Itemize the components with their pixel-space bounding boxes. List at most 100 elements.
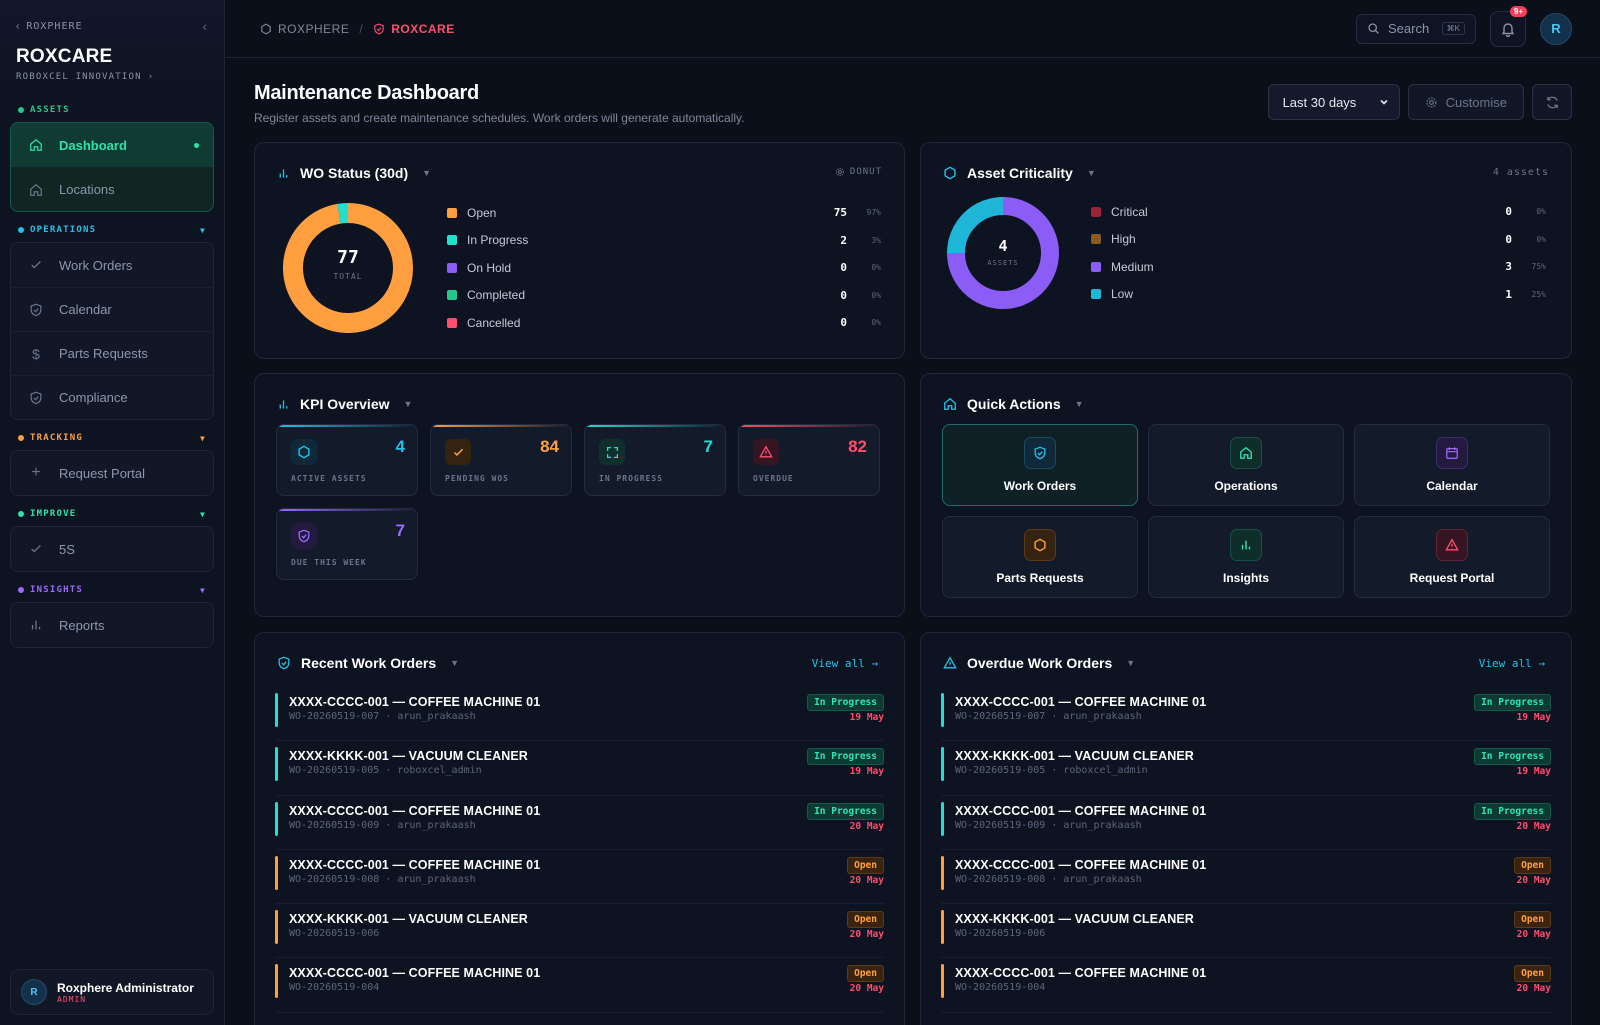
card-header[interactable]: Overdue Work Orders ▼: [943, 655, 1135, 671]
sidebar-item-parts-requests[interactable]: $ Parts Requests: [11, 331, 213, 375]
card-title: Overdue Work Orders: [967, 655, 1113, 671]
donut-slice-in-progress[interactable]: [337, 203, 349, 224]
kpi-active-assets[interactable]: 4 ACTIVE ASSETS: [276, 424, 418, 496]
due-date: 20 May: [1516, 874, 1551, 886]
customise-button[interactable]: Customise: [1407, 84, 1524, 120]
view-all-link[interactable]: View all →: [1478, 657, 1545, 670]
back-label: ROXPHERE: [26, 20, 83, 32]
legend-item: Completed 0 0%: [447, 282, 881, 310]
kpi-accent: [739, 425, 879, 427]
page-subtitle: Register assets and create maintenance s…: [254, 111, 745, 125]
work-order-row[interactable]: XXXX-CCCC-001 — COFFEE MACHINE 01 WO-2026…: [941, 687, 1551, 742]
work-order-row[interactable]: XXXX-CCCC-001 — COFFEE MACHINE 01 WO-2026…: [941, 796, 1551, 850]
status-accent: [941, 855, 944, 890]
work-order-row[interactable]: XXXX-CCCC-001 — COFFEE MACHINE 01 WO-2026…: [941, 958, 1551, 1013]
due-date: 20 May: [849, 820, 884, 832]
due-date: 20 May: [1516, 983, 1551, 995]
sidebar-item-reports[interactable]: Reports: [11, 603, 213, 647]
due-date: 20 May: [849, 874, 884, 886]
card-header[interactable]: WO Status (30d) ▼: [277, 165, 431, 181]
breadcrumb: ROXPHERE / ROXCARE: [260, 22, 455, 36]
calendar-icon: [1436, 437, 1468, 469]
section-label: TRACKING: [30, 433, 83, 443]
collapse-sidebar-icon[interactable]: ‹: [202, 18, 208, 34]
section-insights[interactable]: INSIGHTS ▼: [0, 582, 224, 598]
quick-action-operations[interactable]: Operations: [1148, 424, 1344, 506]
quick-action-request-portal[interactable]: Request Portal: [1354, 516, 1550, 598]
chevron-right-icon: ›: [147, 72, 155, 82]
sidebar-item-dashboard[interactable]: Dashboard: [11, 123, 213, 167]
work-order-row[interactable]: XXXX-CCCC-001 — COFFEE MACHINE 01 WO-2026…: [275, 958, 884, 1013]
search-input[interactable]: Search ⌘K: [1356, 13, 1476, 44]
work-order-row[interactable]: XXXX-KKKK-001 — VACUUM CLEANER WO-2026051…: [941, 904, 1551, 959]
legend-item: High 0 0%: [1091, 226, 1546, 254]
work-order-row[interactable]: XXXX-CCCC-001 — COFFEE MACHINE 01 WO-2026…: [275, 850, 884, 905]
kpi-overdue[interactable]: 82 OVERDUE: [738, 424, 880, 496]
home-icon: [30, 138, 42, 151]
avatar[interactable]: R: [1540, 12, 1572, 45]
donut-total: 4: [998, 237, 1008, 255]
legend-item: Open 75 97%: [447, 199, 881, 227]
card-header[interactable]: Quick Actions ▼: [943, 396, 1084, 412]
sidebar-item-work-orders[interactable]: Work Orders: [11, 243, 213, 287]
legend-percent: 3%: [871, 235, 881, 245]
card-header[interactable]: Recent Work Orders ▼: [277, 655, 459, 671]
section-label: OPERATIONS: [30, 225, 97, 235]
sidebar-item-request-portal[interactable]: + Request Portal: [11, 451, 213, 495]
quick-action-parts-requests[interactable]: Parts Requests: [942, 516, 1138, 598]
kpi-value: 84: [540, 437, 559, 456]
sidebar-item-locations[interactable]: Locations: [11, 167, 213, 211]
page-header: Maintenance Dashboard Register assets an…: [254, 82, 1572, 132]
sidebar-item-5s[interactable]: 5S: [11, 527, 213, 571]
back-link[interactable]: ‹ ROXPHERE ‹: [16, 18, 208, 34]
org-switcher[interactable]: ROBOXCEL INNOVATION ›: [16, 72, 208, 82]
kpi-in-progress[interactable]: 7 IN PROGRESS: [584, 424, 726, 496]
improve-group: 5S: [10, 526, 214, 572]
legend-value: 0: [1505, 232, 1512, 246]
overdue-work-orders-list: XXXX-CCCC-001 — COFFEE MACHINE 01 WO-2026…: [941, 687, 1551, 1013]
work-order-row[interactable]: XXXX-KKKK-001 — VACUUM CLEANER WO-2026051…: [275, 741, 884, 796]
refresh-button[interactable]: [1532, 84, 1572, 120]
section-tracking[interactable]: TRACKING ▼: [0, 430, 224, 446]
home-icon: [30, 183, 42, 196]
sidebar-item-compliance[interactable]: Compliance: [11, 375, 213, 419]
chart-type-toggle[interactable]: DONUT: [835, 167, 882, 177]
legend-swatch: [447, 290, 457, 301]
kpi-pending-wos[interactable]: 84 PENDING WOS: [430, 424, 572, 496]
notifications-button[interactable]: 9+: [1490, 5, 1527, 47]
quick-action-work-orders[interactable]: Work Orders: [942, 424, 1138, 506]
work-order-row[interactable]: XXXX-CCCC-001 — COFFEE MACHINE 01 WO-2026…: [275, 687, 884, 742]
donut-total: 77: [337, 247, 359, 268]
quick-action-calendar[interactable]: Calendar: [1354, 424, 1550, 506]
work-order-row[interactable]: XXXX-KKKK-001 — VACUUM CLEANER WO-2026051…: [941, 741, 1551, 796]
donut-slice-medium[interactable]: [947, 197, 1059, 309]
card-header[interactable]: KPI Overview ▼: [277, 396, 412, 412]
expand-icon: [599, 439, 625, 465]
quick-action-insights[interactable]: Insights: [1148, 516, 1344, 598]
legend-item: Cancelled 0 0%: [447, 309, 881, 337]
chevron-down-icon: ▼: [450, 658, 460, 668]
breadcrumb-parent[interactable]: ROXPHERE: [260, 22, 349, 36]
view-all-link[interactable]: View all →: [811, 657, 878, 670]
section-operations[interactable]: OPERATIONS ▼: [0, 222, 224, 238]
status-accent: [275, 693, 278, 727]
date-range-select[interactable]: Last 30 days: [1267, 84, 1400, 120]
work-order-row[interactable]: XXXX-KKKK-001 — VACUUM CLEANER WO-2026051…: [275, 904, 884, 959]
donut-total-label: TOTAL: [333, 272, 363, 281]
user-name: Roxphere Administrator: [57, 980, 194, 995]
legend-item: On Hold 0 0%: [447, 254, 881, 282]
work-order-row[interactable]: XXXX-CCCC-001 — COFFEE MACHINE 01 WO-2026…: [941, 850, 1551, 905]
kpi-overview-card: KPI Overview ▼ 4 ACTIVE ASSETS 84 PENDIN…: [254, 373, 905, 617]
work-order-title: XXXX-CCCC-001 — COFFEE MACHINE 01: [955, 803, 1207, 818]
sidebar-item-calendar[interactable]: Calendar: [11, 287, 213, 331]
donut-slice-low[interactable]: [947, 197, 1004, 254]
notification-badge: 9+: [1509, 5, 1527, 17]
kpi-due-this-week[interactable]: 7 DUE THIS WEEK: [276, 508, 418, 580]
section-improve[interactable]: IMPROVE ▼: [0, 506, 224, 522]
donut-slice-open[interactable]: [283, 203, 413, 333]
legend-percent: 25%: [1531, 289, 1546, 299]
user-profile[interactable]: R Roxphere Administrator ADMIN: [10, 969, 214, 1015]
card-header[interactable]: Asset Criticality ▼: [943, 165, 1096, 181]
work-order-row[interactable]: XXXX-CCCC-001 — COFFEE MACHINE 01 WO-2026…: [275, 796, 884, 850]
legend-percent: 0%: [871, 290, 881, 300]
